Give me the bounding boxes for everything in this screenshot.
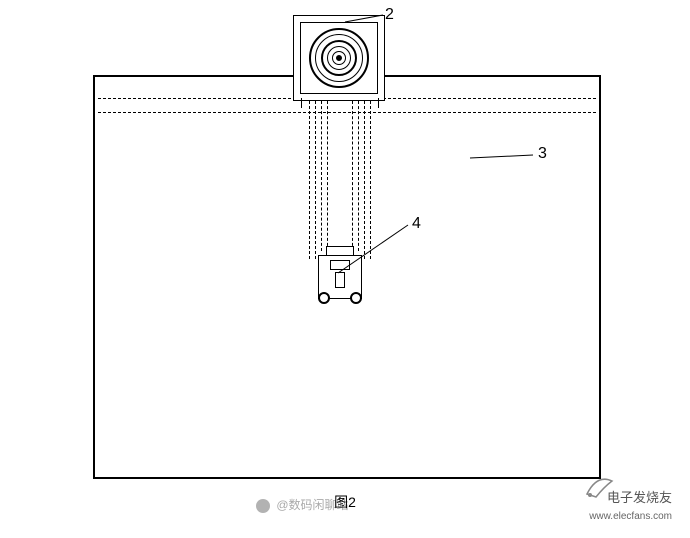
track-dash-3 [321, 101, 322, 251]
dashed-line-top-2 [98, 112, 596, 113]
weibo-handle: @数码闲聊站 [276, 498, 348, 512]
motor-wheel-right [350, 292, 362, 304]
camera-lens-ring-6 [336, 55, 342, 61]
page: 2 3 4 图2 @数码闲聊站 电子发烧友 www.elecfans.com [0, 0, 690, 538]
label-2: 2 [385, 6, 394, 24]
motor-detail-2 [335, 272, 345, 288]
track-dash-5 [352, 101, 353, 251]
track-dash-8 [370, 101, 371, 259]
elecfans-url: www.elecfans.com [589, 511, 672, 522]
track-dash-6 [358, 101, 359, 251]
motor-wheel-left [318, 292, 330, 304]
track-dash-2 [315, 101, 316, 259]
label-4: 4 [412, 215, 421, 233]
weibo-icon [256, 499, 270, 513]
track-dash-7 [364, 101, 365, 259]
track-dash-1 [309, 101, 310, 259]
weibo-watermark: @数码闲聊站 [256, 496, 349, 513]
track-rail-left [301, 98, 302, 108]
label-3: 3 [538, 145, 547, 163]
motor-detail-1 [330, 260, 350, 270]
elecfans-brand: 电子发烧友 [607, 487, 672, 506]
track-rail-right [378, 98, 379, 108]
track-dash-4 [327, 101, 328, 251]
